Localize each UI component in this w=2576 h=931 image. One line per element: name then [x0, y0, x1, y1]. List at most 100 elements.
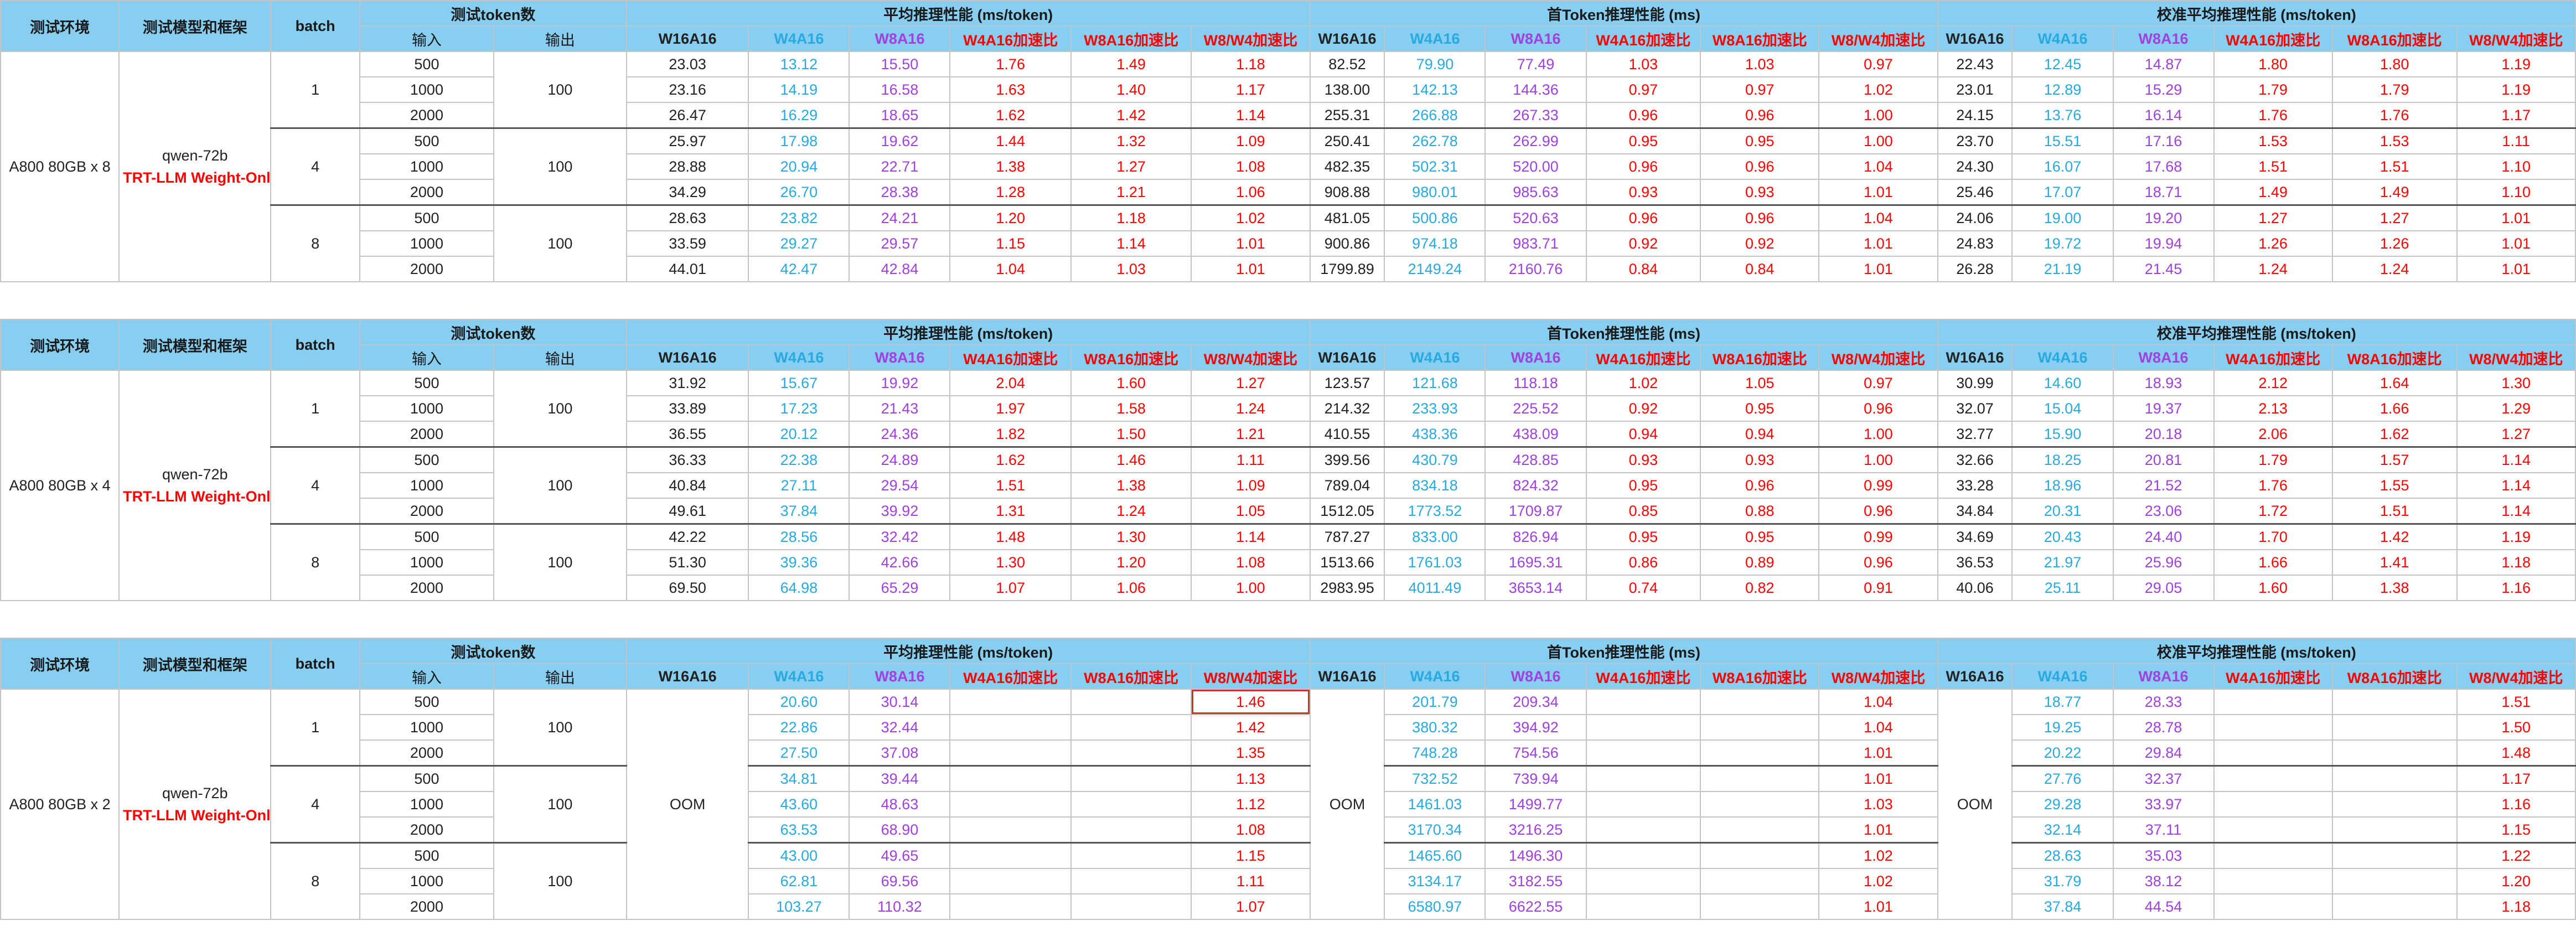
first-value-cell[interactable]: 0.93	[1700, 179, 1820, 206]
first-value-cell[interactable]: 1.02	[1818, 842, 1938, 869]
calib-value-cell[interactable]: 24.06	[1937, 204, 2013, 231]
first-value-cell[interactable]: 900.86	[1309, 230, 1385, 257]
first-value-cell[interactable]: 1.04	[1818, 689, 1938, 715]
header-col-w16a16[interactable]: W16A16	[1309, 663, 1385, 690]
first-value-cell[interactable]: 0.96	[1818, 549, 1938, 576]
first-value-cell[interactable]: 0.95	[1585, 127, 1701, 154]
batch-cell[interactable]: 1	[270, 370, 360, 448]
header-col-w8/w4加速比[interactable]: W8/W4加速比	[1818, 344, 1938, 371]
calib-value-cell[interactable]: 14.60	[2011, 370, 2114, 396]
output-tokens-cell[interactable]: 100	[493, 523, 627, 601]
avg-value-cell[interactable]: 1.08	[1191, 153, 1311, 180]
avg-value-cell[interactable]: 62.81	[748, 868, 850, 894]
first-value-cell[interactable]: 438.36	[1384, 421, 1486, 448]
header-col-w8a16加速比[interactable]: W8A16加速比	[1070, 663, 1192, 690]
input-tokens-cell[interactable]: 1000	[359, 791, 494, 818]
header-first-token-perf[interactable]: 首Token推理性能 (ms)	[1309, 319, 1938, 345]
header-col-w8/w4加速比[interactable]: W8/W4加速比	[1818, 663, 1938, 690]
avg-value-cell[interactable]: 1.76	[949, 51, 1072, 77]
calib-value-cell[interactable]: 20.18	[2112, 421, 2215, 448]
batch-cell[interactable]: 4	[270, 127, 360, 206]
calib-value-cell[interactable]: 1.72	[2213, 498, 2333, 525]
calib-value-cell[interactable]: 26.28	[1937, 256, 2013, 282]
first-value-cell[interactable]: 0.91	[1818, 575, 1938, 601]
calib-value-cell[interactable]	[2331, 816, 2458, 844]
avg-value-cell[interactable]: 36.33	[625, 446, 749, 473]
calib-value-cell[interactable]: 1.18	[2456, 549, 2576, 576]
header-col-w8/w4加速比[interactable]: W8/W4加速比	[1191, 344, 1311, 371]
avg-value-cell[interactable]: 1.21	[1191, 421, 1311, 448]
calib-value-cell[interactable]: 17.07	[2011, 179, 2114, 206]
header-col-w16a16[interactable]: W16A16	[1937, 663, 2013, 690]
avg-value-cell[interactable]: 39.92	[849, 498, 951, 525]
header-col-w4a16加速比[interactable]: W4A16加速比	[1585, 25, 1701, 52]
first-value-cell[interactable]: 1499.77	[1484, 791, 1587, 818]
calib-value-cell[interactable]: 1.10	[2456, 179, 2576, 206]
input-tokens-cell[interactable]: 500	[359, 689, 494, 715]
header-col-w4a16加速比[interactable]: W4A16加速比	[2213, 25, 2333, 52]
batch-cell[interactable]: 4	[270, 765, 360, 844]
calib-value-cell[interactable]: 32.14	[2011, 816, 2114, 844]
calib-value-cell[interactable]: 17.68	[2112, 153, 2215, 180]
first-value-cell[interactable]: 0.96	[1585, 204, 1701, 231]
calib-value-cell[interactable]: 32.07	[1937, 395, 2013, 422]
first-value-cell[interactable]	[1585, 791, 1701, 818]
avg-value-cell[interactable]: 20.60	[748, 689, 850, 715]
input-tokens-cell[interactable]: 500	[359, 370, 494, 396]
calib-value-cell[interactable]: 24.15	[1937, 102, 2013, 129]
avg-value-cell[interactable]: 1.11	[1191, 868, 1311, 894]
avg-value-cell[interactable]: 17.98	[748, 127, 850, 154]
model-cell[interactable]: qwen-72b TRT-LLM Weight-Only with tp=2	[118, 689, 272, 920]
avg-value-cell[interactable]: 25.97	[625, 127, 749, 154]
input-tokens-cell[interactable]: 1000	[359, 868, 494, 894]
avg-value-cell[interactable]: 51.30	[625, 549, 749, 576]
avg-value-cell[interactable]: 42.66	[849, 549, 951, 576]
first-value-cell[interactable]: 430.79	[1384, 446, 1486, 473]
avg-value-cell[interactable]: 23.82	[748, 204, 850, 231]
calib-value-cell[interactable]: 27.76	[2011, 765, 2114, 792]
avg-value-cell[interactable]: 28.56	[748, 523, 850, 550]
calib-value-cell[interactable]: 2.12	[2213, 370, 2333, 396]
calib-value-cell[interactable]: 1.22	[2456, 842, 2576, 869]
first-value-cell[interactable]: 201.79	[1384, 689, 1486, 715]
header-tokens[interactable]: 测试token数	[359, 0, 627, 27]
avg-value-cell[interactable]	[1070, 714, 1192, 741]
first-value-cell[interactable]: 0.92	[1585, 230, 1701, 257]
avg-value-cell[interactable]: 1.97	[949, 395, 1072, 422]
first-value-cell[interactable]: 0.95	[1585, 472, 1701, 499]
calib-value-cell[interactable]	[2331, 868, 2458, 894]
header-col-w4a16[interactable]: W4A16	[748, 344, 850, 371]
first-value-cell[interactable]: 500.86	[1384, 204, 1486, 231]
batch-cell[interactable]: 4	[270, 446, 360, 525]
avg-value-cell[interactable]: 24.36	[849, 421, 951, 448]
first-value-cell[interactable]	[1700, 842, 1820, 869]
first-value-cell[interactable]: 428.85	[1484, 446, 1587, 473]
first-value-cell[interactable]: 123.57	[1309, 370, 1385, 396]
avg-value-cell[interactable]: 1.06	[1070, 575, 1192, 601]
header-col-w16a16[interactable]: W16A16	[1309, 344, 1385, 371]
avg-value-cell[interactable]: 1.08	[1191, 816, 1311, 844]
calib-value-cell[interactable]: 19.94	[2112, 230, 2215, 257]
first-value-cell[interactable]	[1700, 689, 1820, 715]
calib-value-cell[interactable]: 12.45	[2011, 51, 2114, 77]
avg-value-cell[interactable]: 1.00	[1191, 575, 1311, 601]
calib-value-cell[interactable]: 1.14	[2456, 446, 2576, 473]
header-col-w8/w4加速比[interactable]: W8/W4加速比	[1191, 663, 1311, 690]
avg-value-cell[interactable]: 1.14	[1191, 102, 1311, 129]
avg-value-cell[interactable]: 1.42	[1191, 714, 1311, 741]
avg-value-cell[interactable]: 1.51	[949, 472, 1072, 499]
input-tokens-cell[interactable]: 2000	[359, 739, 494, 767]
first-value-cell[interactable]: 0.96	[1700, 204, 1820, 231]
calib-value-cell[interactable]: 40.06	[1937, 575, 2013, 601]
header-col-w8/w4加速比[interactable]: W8/W4加速比	[2456, 344, 2576, 371]
calib-value-cell[interactable]	[2331, 893, 2458, 920]
first-value-cell[interactable]: 0.84	[1700, 256, 1820, 282]
first-value-cell[interactable]	[1700, 791, 1820, 818]
header-col-w4a16加速比[interactable]: W4A16加速比	[949, 344, 1072, 371]
calib-value-cell[interactable]: 32.77	[1937, 421, 2013, 448]
first-value-cell[interactable]: 118.18	[1484, 370, 1587, 396]
oom-cell[interactable]: OOM	[1937, 689, 2013, 920]
header-avg-perf[interactable]: 平均推理性能 (ms/token)	[625, 319, 1311, 345]
avg-value-cell[interactable]: 1.60	[1070, 370, 1192, 396]
first-value-cell[interactable]: 0.94	[1700, 421, 1820, 448]
